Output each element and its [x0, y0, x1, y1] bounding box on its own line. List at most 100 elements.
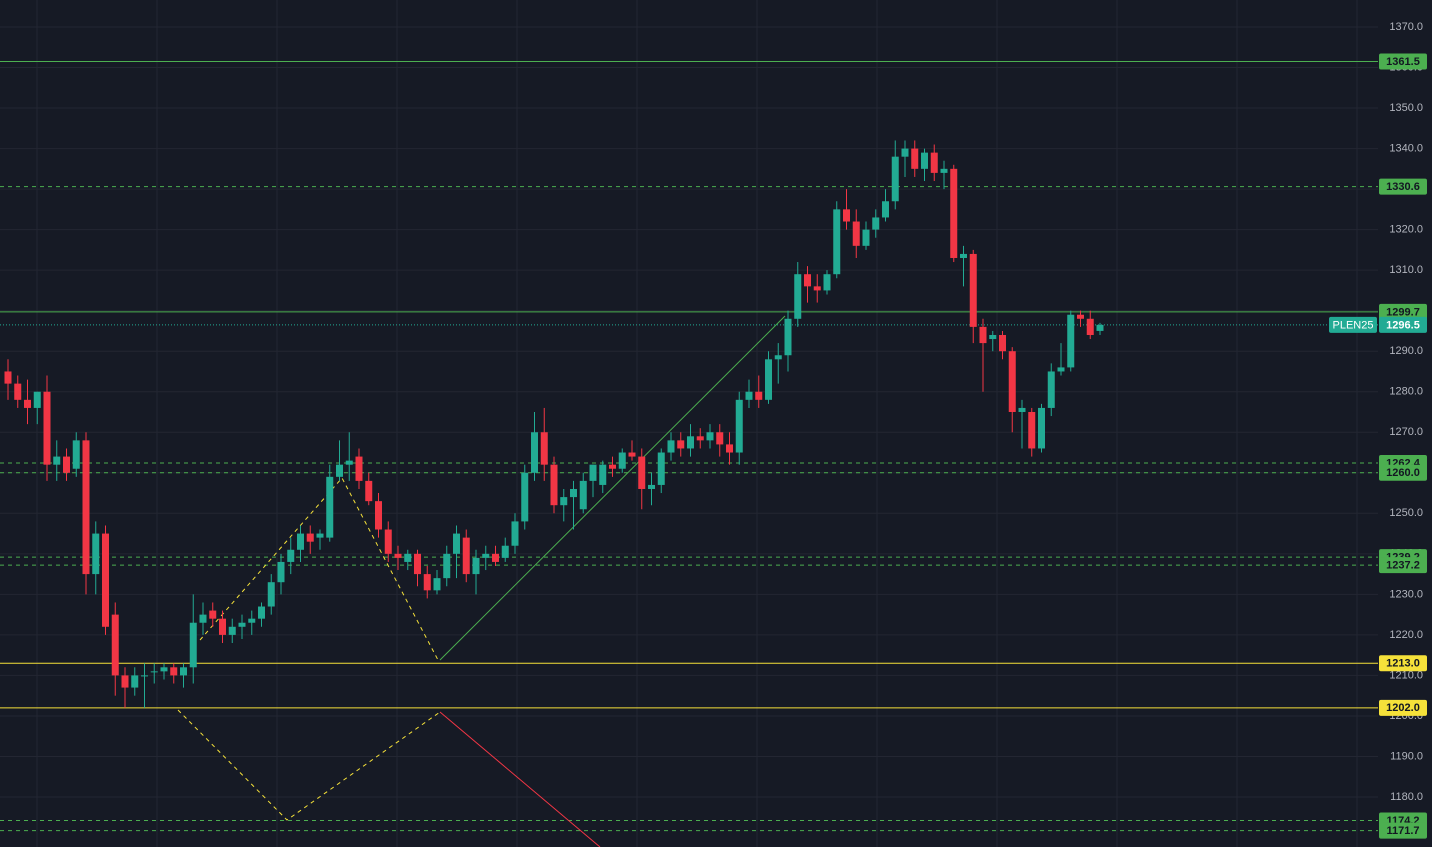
- candle-body: [599, 464, 607, 485]
- candle-body: [433, 578, 441, 591]
- last-price-tag: [1379, 316, 1427, 333]
- price-level-label: 1330.6: [1386, 181, 1420, 193]
- candle-body: [1047, 371, 1055, 408]
- symbol-label: PLEN25: [1333, 319, 1374, 331]
- candle-body: [384, 529, 392, 554]
- candle-body: [560, 497, 568, 506]
- candle-body: [628, 452, 636, 457]
- candle-body: [921, 152, 928, 169]
- candle-body: [482, 553, 490, 558]
- candle-body: [1028, 411, 1036, 449]
- candle-body: [511, 521, 519, 546]
- candle-body: [150, 671, 158, 673]
- candle-body: [872, 217, 880, 230]
- candle-body: [901, 148, 909, 157]
- candle-body: [170, 667, 178, 676]
- candle-body: [92, 533, 100, 575]
- candle-body: [355, 456, 363, 481]
- candle-body: [258, 606, 265, 619]
- candle-body: [618, 452, 626, 469]
- price-level-label: 1213.0: [1386, 658, 1420, 670]
- y-tick-label: 1290.0: [1389, 345, 1423, 357]
- candle-body: [540, 432, 548, 465]
- candle-body: [1077, 314, 1084, 319]
- candle-body: [336, 464, 343, 477]
- price-level-label: 1299.7: [1386, 306, 1420, 318]
- candle-body: [1018, 407, 1026, 412]
- trend-drawing: [177, 709, 441, 821]
- candle-body: [589, 464, 597, 481]
- price-level-label: 1260.0: [1386, 467, 1420, 479]
- candle-body: [4, 371, 12, 384]
- price-level-label: 1202.0: [1386, 702, 1420, 714]
- price-level-tag: [1379, 53, 1427, 70]
- candle-body: [794, 274, 802, 319]
- candle-body: [648, 484, 655, 489]
- candle-body: [423, 574, 431, 591]
- candle-body: [706, 432, 714, 441]
- candle-body: [960, 253, 967, 258]
- symbol-tag: [1329, 316, 1377, 333]
- candle-body: [609, 464, 616, 469]
- candle-body: [940, 168, 948, 173]
- candle-body: [1086, 318, 1094, 335]
- candle-body: [219, 618, 226, 635]
- candle-body: [72, 440, 80, 469]
- candle-body: [911, 148, 919, 169]
- candle-body: [550, 464, 558, 506]
- y-tick-label: 1250.0: [1389, 507, 1423, 519]
- candle-body: [209, 610, 217, 619]
- y-tick-label: 1230.0: [1389, 588, 1423, 600]
- candle-body: [969, 253, 977, 327]
- price-axis: 1180.01190.01200.01210.01220.01230.01240…: [1329, 21, 1427, 839]
- candle-body: [570, 488, 577, 498]
- price-level-tag: [1379, 557, 1427, 574]
- candle-body: [53, 456, 61, 465]
- candle-body: [33, 391, 41, 408]
- candle-body: [492, 553, 499, 562]
- y-tick-label: 1320.0: [1389, 224, 1423, 236]
- candle-body: [579, 480, 587, 510]
- candle-body: [199, 614, 207, 623]
- candle-body: [414, 553, 421, 575]
- candle-body: [180, 667, 187, 676]
- candle-body: [501, 545, 509, 558]
- candle-body: [160, 667, 168, 672]
- candle-body: [472, 557, 480, 575]
- price-level-tag: [1379, 699, 1427, 716]
- candle-body: [735, 399, 743, 453]
- candle-body: [823, 274, 831, 291]
- candle-body: [804, 274, 811, 287]
- candle-body: [638, 456, 646, 489]
- candle-body: [43, 391, 51, 465]
- candle-body: [228, 626, 236, 635]
- candle-body: [765, 359, 772, 400]
- candle-body: [345, 460, 353, 465]
- trend-drawing: [439, 711, 601, 847]
- last-price-label: 1296.5: [1386, 319, 1420, 331]
- candle-body: [14, 383, 22, 400]
- y-tick-label: 1280.0: [1389, 386, 1423, 398]
- candle-body: [531, 432, 538, 473]
- drawings: [177, 315, 786, 847]
- candle-body: [657, 452, 665, 485]
- levels: [0, 60, 1378, 832]
- candle-body: [989, 334, 997, 340]
- candle-body: [277, 561, 285, 583]
- candle-body: [696, 436, 704, 441]
- candle-body: [716, 432, 724, 445]
- price-level-label: 1237.2: [1386, 560, 1420, 572]
- candle-body: [726, 444, 733, 453]
- candle-body: [63, 456, 70, 473]
- candle-body: [141, 675, 148, 677]
- candle-body: [111, 614, 119, 676]
- candle-body: [521, 472, 529, 522]
- price-level-tag: [1379, 464, 1427, 481]
- candle-body: [862, 229, 870, 246]
- y-tick-label: 1190.0: [1390, 750, 1423, 762]
- candle-body: [82, 440, 90, 575]
- candle-body: [950, 168, 958, 258]
- price-level-label: 1171.7: [1386, 825, 1419, 837]
- y-tick-label: 1270.0: [1389, 426, 1423, 438]
